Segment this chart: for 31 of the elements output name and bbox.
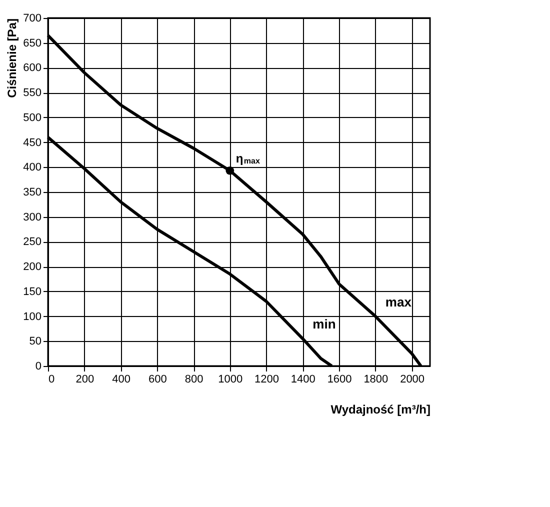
x-axis-title: Wydajność [m³/h] xyxy=(330,402,430,416)
x-tick-label: 1600 xyxy=(327,374,352,386)
y-tick-label: 150 xyxy=(23,286,42,298)
x-tick-label: 800 xyxy=(184,374,204,386)
x-tick-label: 200 xyxy=(76,374,94,386)
series-label: max xyxy=(385,294,412,310)
y-tick-label: 50 xyxy=(29,336,42,348)
y-tick-label: 500 xyxy=(23,112,42,124)
y-tick-label: 100 xyxy=(23,310,42,323)
y-tick-label: 600 xyxy=(23,62,42,74)
x-tick-label: 1200 xyxy=(254,374,280,386)
y-tick-label: 700 xyxy=(23,12,42,24)
x-tick-label: 2000 xyxy=(400,374,425,386)
y-tick-label: 350 xyxy=(23,186,42,198)
y-axis-title: Ciśnienie [Pa] xyxy=(5,18,20,98)
x-tick-label: 400 xyxy=(112,374,130,386)
y-tick-label: 300 xyxy=(23,211,42,224)
y-tick-label: 250 xyxy=(23,236,42,248)
y-tick-label: 200 xyxy=(23,261,42,274)
y-tick-label: 550 xyxy=(23,87,42,100)
x-tick-label: 1800 xyxy=(364,374,388,386)
y-tick-label: 450 xyxy=(23,136,42,149)
series-label: min xyxy=(312,316,336,332)
y-tick-label: 0 xyxy=(35,360,42,372)
annotation: ηmax xyxy=(236,152,260,166)
y-tick-label: 400 xyxy=(23,162,42,174)
y-tick-label: 650 xyxy=(23,37,42,50)
x-tick-label: 1400 xyxy=(290,374,316,386)
x-tick-label: 1000 xyxy=(218,374,243,386)
x-tick-label: 600 xyxy=(148,374,167,386)
x-tick-label: 0 xyxy=(48,374,55,386)
